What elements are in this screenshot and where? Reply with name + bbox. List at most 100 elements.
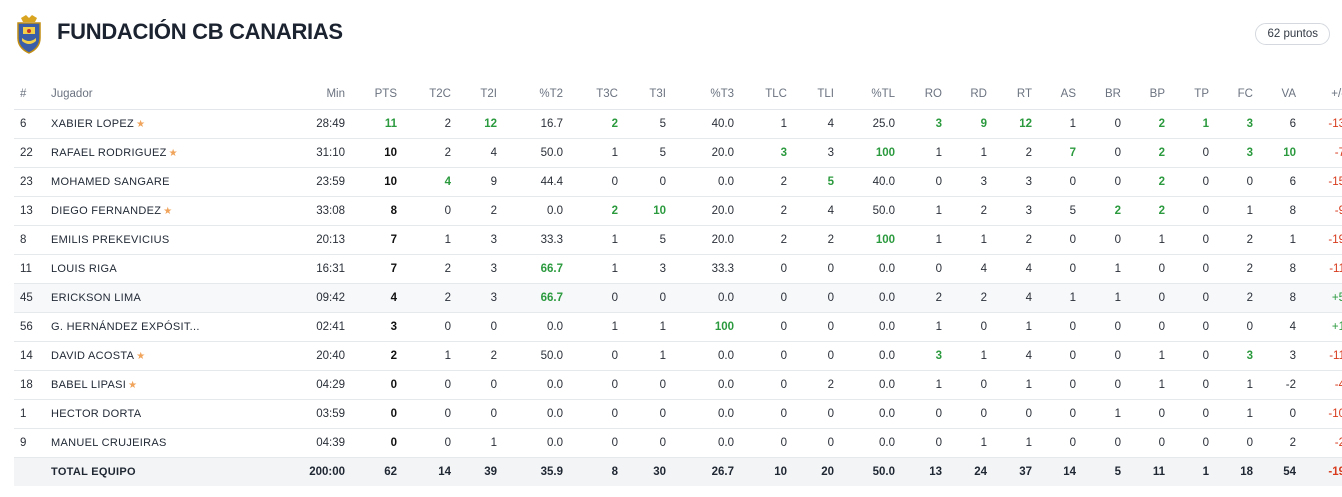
column-header-tlc[interactable]: TLC bbox=[738, 79, 791, 110]
stat-t2i: 9 bbox=[455, 167, 501, 197]
player-name[interactable]: EMILIS PREKEVICIUS bbox=[51, 225, 256, 255]
column-header-p2[interactable]: %T2 bbox=[501, 79, 567, 110]
stat-va: 3 bbox=[1257, 341, 1300, 371]
player-name[interactable]: XABIER LOPEZ ★ bbox=[51, 109, 256, 139]
team-crest-icon bbox=[17, 15, 41, 54]
column-header-va[interactable]: VA bbox=[1257, 79, 1300, 110]
column-header-ptl[interactable]: %TL bbox=[838, 79, 899, 110]
column-header-p3[interactable]: %T3 bbox=[670, 79, 738, 110]
player-name[interactable]: DIEGO FERNANDEZ ★ bbox=[51, 196, 256, 226]
player-row[interactable]: 11 LOUIS RIGA 16:31 7 2 3 66.7 1 3 33.3 0 0 0.0 0 4 4 0 1… bbox=[14, 254, 1342, 284]
stat-t3i: 5 bbox=[622, 138, 670, 168]
column-header-tli[interactable]: TLI bbox=[791, 79, 838, 110]
stat-t2i: 3 bbox=[455, 283, 501, 313]
stat-tp: 0 bbox=[1169, 341, 1213, 371]
stat-va: 1 bbox=[1257, 225, 1300, 255]
stat-p3: 20.0 bbox=[670, 196, 738, 226]
stat-va: 54 bbox=[1257, 457, 1300, 486]
column-header-t2c[interactable]: T2C bbox=[401, 79, 455, 110]
stat-t2c: 0 bbox=[401, 399, 455, 429]
table-header-row: # Jugador Min PTS T2C T2I %T2 T3C T3I %T3 TLC TLI %T… bbox=[14, 79, 1342, 110]
column-header-name[interactable]: Jugador bbox=[51, 79, 256, 110]
stat-min: 09:42 bbox=[256, 283, 349, 313]
stat-br: 0 bbox=[1080, 312, 1125, 342]
stat-p2: 50.0 bbox=[501, 138, 567, 168]
column-header-min[interactable]: Min bbox=[256, 79, 349, 110]
player-name-text: LOUIS RIGA bbox=[51, 263, 117, 275]
stat-tlc: 1 bbox=[738, 109, 791, 139]
stat-p3: 100 bbox=[670, 312, 738, 342]
stat-ro: 1 bbox=[899, 225, 946, 255]
stat-bp: 0 bbox=[1125, 283, 1169, 313]
player-name[interactable]: ERICKSON LIMA bbox=[51, 283, 256, 313]
stat-pm: -4 bbox=[1300, 370, 1342, 400]
player-row[interactable]: 13 DIEGO FERNANDEZ ★ 33:08 8 0 2 0.0 2 10 20.0 2 4 50… bbox=[14, 196, 1342, 226]
stat-tlc: 0 bbox=[738, 341, 791, 371]
column-header-num[interactable]: # bbox=[14, 79, 51, 110]
player-row[interactable]: 23 MOHAMED SANGARE 23:59 10 4 9 44.4 0 0 0.0 2 5 40.… bbox=[14, 167, 1342, 197]
player-row[interactable]: 8 EMILIS PREKEVICIUS 20:13 7 1 3 33.3 1 5 20.0 2 2 1… bbox=[14, 225, 1342, 255]
player-row[interactable]: 1 HECTOR DORTA 03:59 0 0 0 0.0 0 0 0.0 0 0 0.0 0 0 0 0 1 0… bbox=[14, 399, 1342, 429]
player-name[interactable]: G. HERNÁNDEZ EXPÓSIT... bbox=[51, 312, 256, 342]
stat-tp: 1 bbox=[1169, 109, 1213, 139]
stat-bp: 1 bbox=[1125, 341, 1169, 371]
stat-min: 04:39 bbox=[256, 428, 349, 458]
stat-fc: 2 bbox=[1213, 283, 1257, 313]
stat-tli: 2 bbox=[791, 370, 838, 400]
stat-va: 6 bbox=[1257, 109, 1300, 139]
stat-pts: 7 bbox=[349, 225, 401, 255]
stat-p2: 0.0 bbox=[501, 370, 567, 400]
player-row[interactable]: 56 G. HERNÁNDEZ EXPÓSIT... 02:41 3 0 0 0.0 1 1 10… bbox=[14, 312, 1342, 342]
column-header-br[interactable]: BR bbox=[1080, 79, 1125, 110]
player-name[interactable]: BABEL LIPASI ★ bbox=[51, 370, 256, 400]
stat-bp: 2 bbox=[1125, 138, 1169, 168]
stat-t2c: 0 bbox=[401, 370, 455, 400]
column-header-bp[interactable]: BP bbox=[1125, 79, 1169, 110]
team-name: FUNDACIÓN CB CANARIAS bbox=[57, 19, 343, 44]
player-row[interactable]: 18 BABEL LIPASI ★ 04:29 0 0 0 0.0 0 0 0.0 0 2 0.0 1 0 1 0… bbox=[14, 370, 1342, 400]
stat-tli: 2 bbox=[791, 225, 838, 255]
column-header-rd[interactable]: RD bbox=[946, 79, 991, 110]
column-header-ro[interactable]: RO bbox=[899, 79, 946, 110]
column-header-pm[interactable]: +/- bbox=[1300, 79, 1342, 110]
column-header-pts[interactable]: PTS bbox=[349, 79, 401, 110]
player-row[interactable]: 6 XABIER LOPEZ ★ 28:49 11 2 12 16.7 2 5 40.0 1 4 25.0… bbox=[14, 109, 1342, 139]
column-header-t3i[interactable]: T3I bbox=[622, 79, 670, 110]
player-name[interactable]: RAFAEL RODRIGUEZ ★ bbox=[51, 138, 256, 168]
stat-fc: 0 bbox=[1213, 312, 1257, 342]
player-row[interactable]: 9 MANUEL CRUJEIRAS 04:39 0 0 1 0.0 0 0 0.0 0 0 0.0 0 1… bbox=[14, 428, 1342, 458]
player-row[interactable]: 45 ERICKSON LIMA 09:42 4 2 3 66.7 0 0 0.0 0 0 0.0 2 2 4… bbox=[14, 283, 1342, 313]
player-row[interactable]: 22 RAFAEL RODRIGUEZ ★ 31:10 10 2 4 50.0 1 5 20.0 3 3… bbox=[14, 138, 1342, 168]
player-name[interactable]: MANUEL CRUJEIRAS bbox=[51, 428, 256, 458]
stat-as: 0 bbox=[1036, 370, 1080, 400]
column-header-tp[interactable]: TP bbox=[1169, 79, 1213, 110]
stat-min: 200:00 bbox=[256, 457, 349, 486]
player-name[interactable]: DAVID ACOSTA ★ bbox=[51, 341, 256, 371]
stat-as: 5 bbox=[1036, 196, 1080, 226]
stat-min: 04:29 bbox=[256, 370, 349, 400]
player-name[interactable]: HECTOR DORTA bbox=[51, 399, 256, 429]
player-name[interactable]: MOHAMED SANGARE bbox=[51, 167, 256, 197]
column-header-t3c[interactable]: T3C bbox=[567, 79, 622, 110]
player-row[interactable]: 14 DAVID ACOSTA ★ 20:40 2 1 2 50.0 0 1 0.0 0 0 0.0 3 1 4… bbox=[14, 341, 1342, 371]
stat-tlc: 10 bbox=[738, 457, 791, 486]
column-header-fc[interactable]: FC bbox=[1213, 79, 1257, 110]
stat-t2c: 0 bbox=[401, 428, 455, 458]
column-header-as[interactable]: AS bbox=[1036, 79, 1080, 110]
player-name[interactable]: LOUIS RIGA bbox=[51, 254, 256, 284]
stat-t2c: 2 bbox=[401, 283, 455, 313]
stat-tlc: 0 bbox=[738, 428, 791, 458]
stat-t3c: 0 bbox=[567, 283, 622, 313]
stat-as: 0 bbox=[1036, 341, 1080, 371]
stat-t2i: 4 bbox=[455, 138, 501, 168]
stat-tlc: 0 bbox=[738, 254, 791, 284]
stat-num: 13 bbox=[14, 196, 51, 226]
stat-as: 7 bbox=[1036, 138, 1080, 168]
stat-fc: 18 bbox=[1213, 457, 1257, 486]
column-header-rt[interactable]: RT bbox=[991, 79, 1036, 110]
stat-t2i: 0 bbox=[455, 370, 501, 400]
column-header-t2i[interactable]: T2I bbox=[455, 79, 501, 110]
stat-ro: 1 bbox=[899, 370, 946, 400]
stat-t3i: 0 bbox=[622, 283, 670, 313]
stat-pts: 0 bbox=[349, 370, 401, 400]
